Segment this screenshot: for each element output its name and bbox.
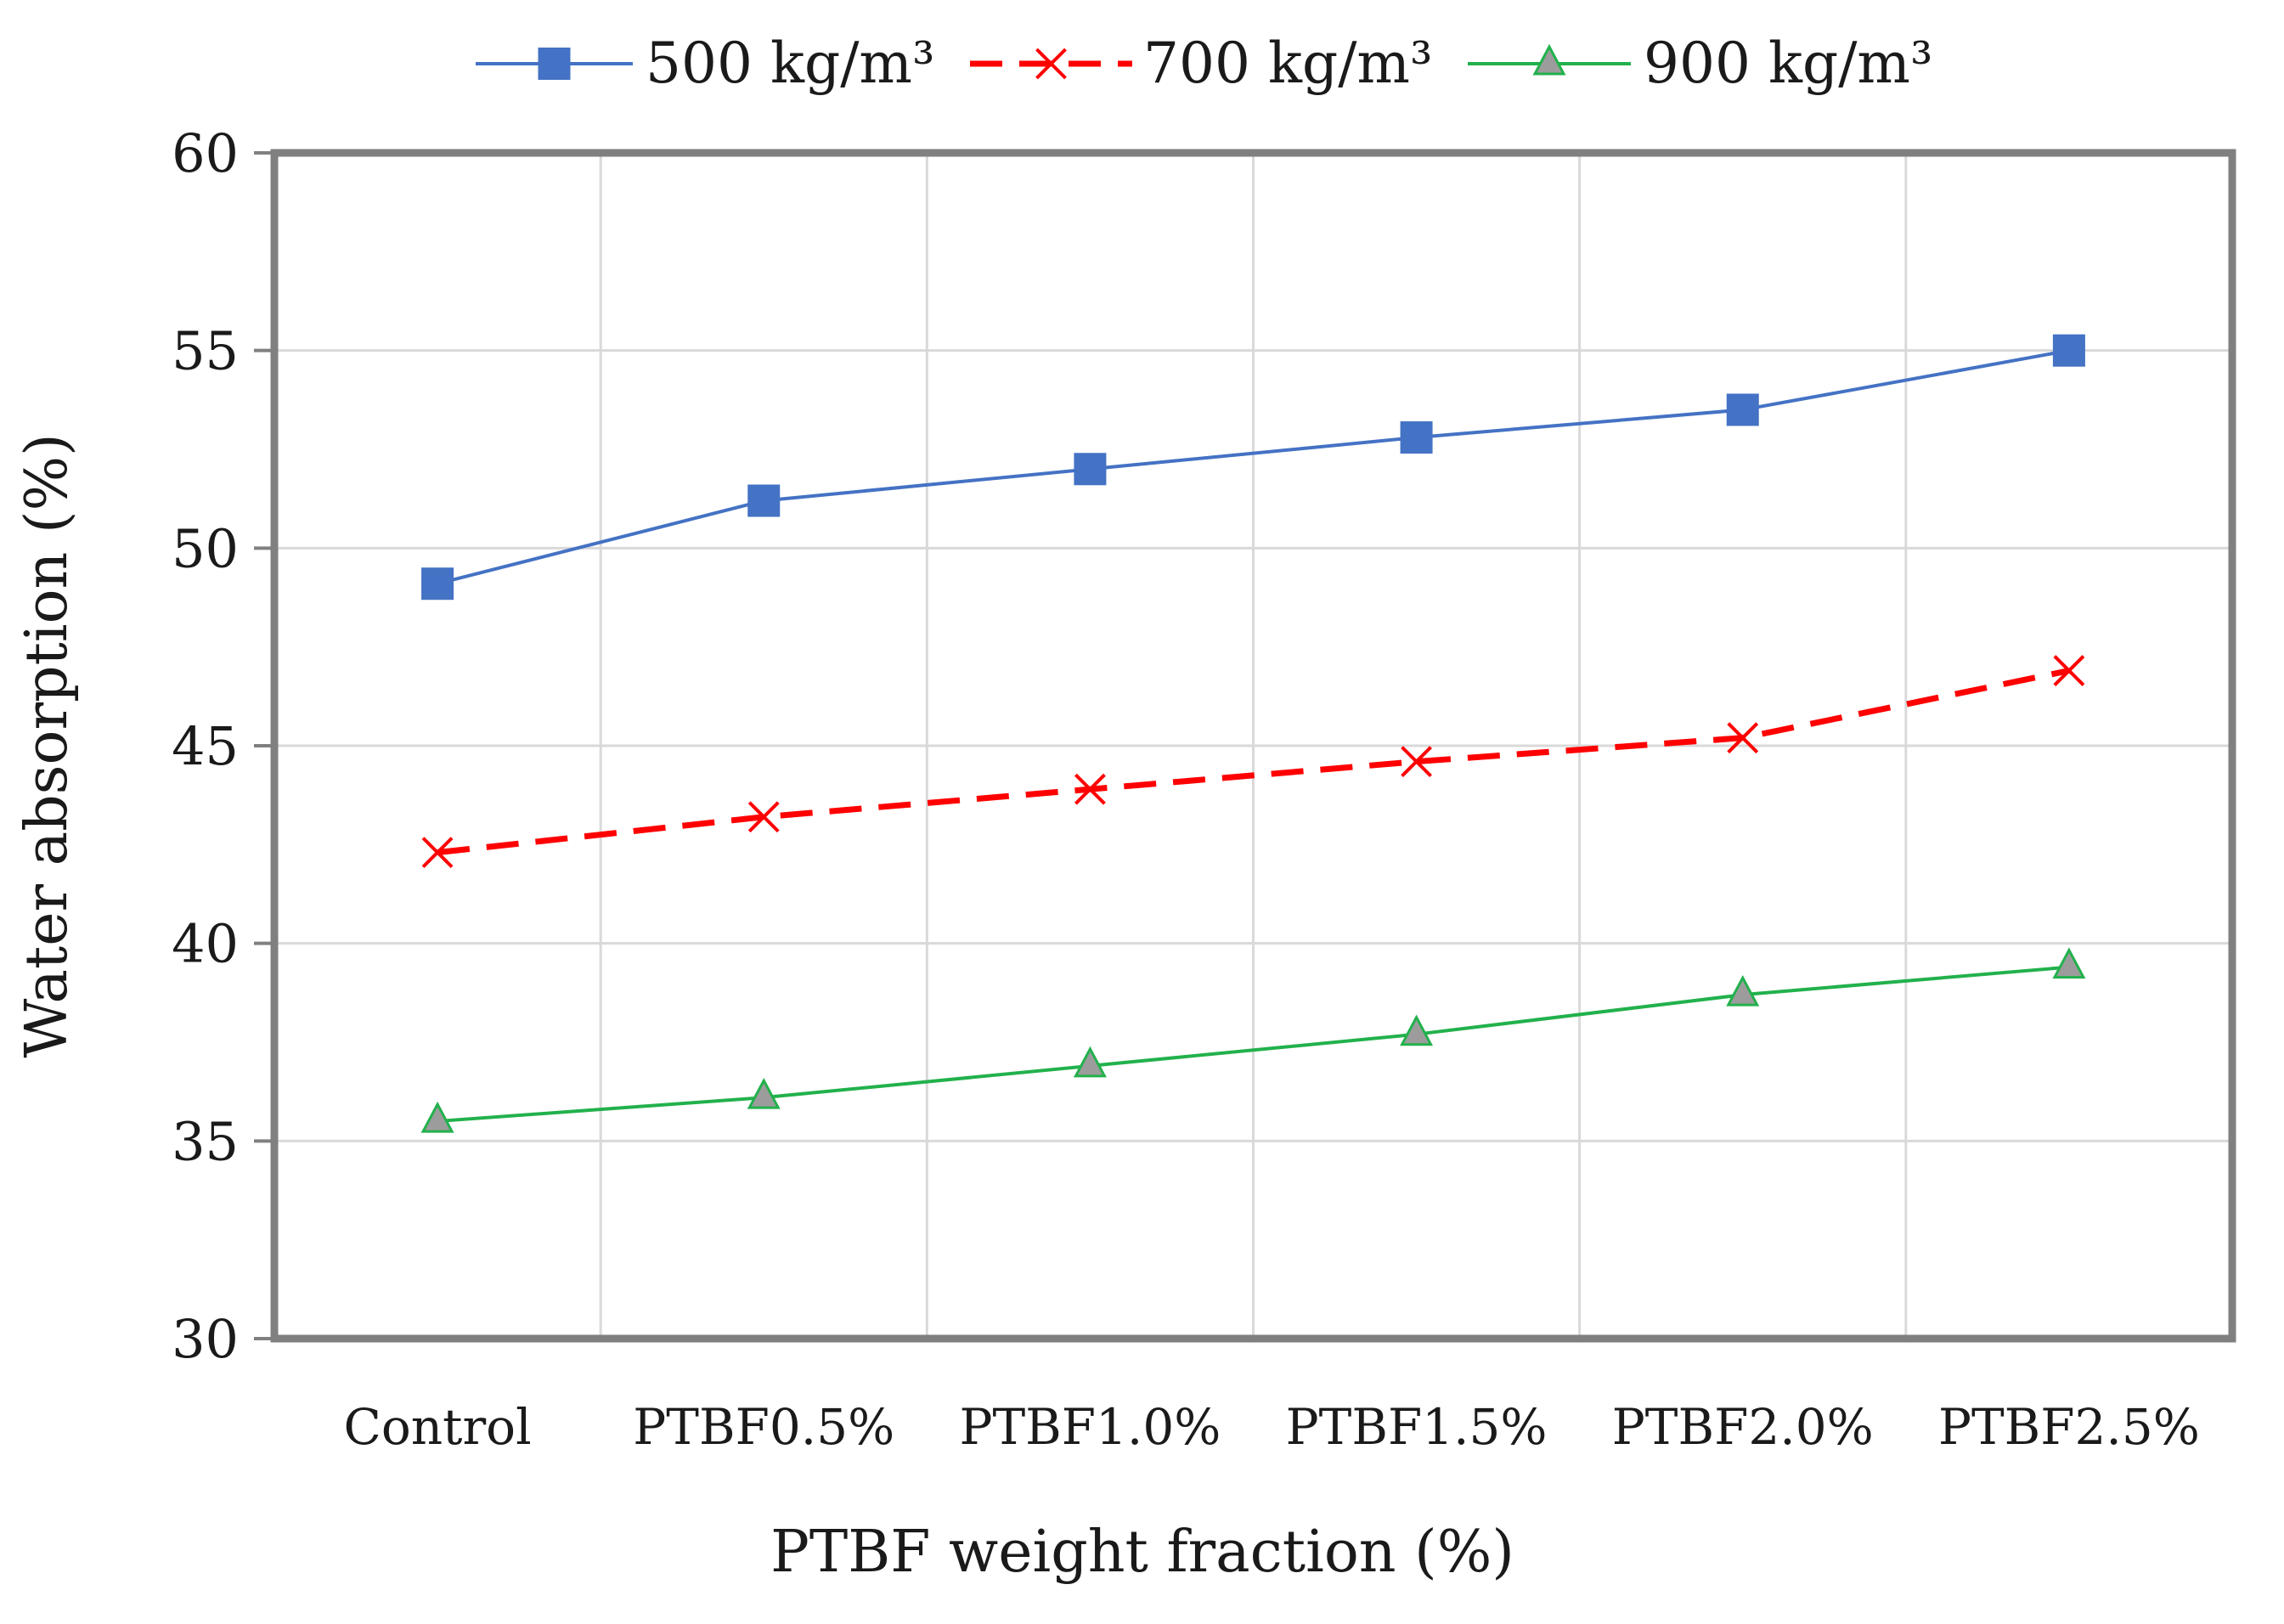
y-axis-title: Water absorption (%) [14, 433, 81, 1057]
x-tick-label-1: PTBF0.5% [633, 1398, 894, 1456]
x-axis-title: PTBF weight fraction (%) [770, 1519, 1514, 1586]
series-1-point-4 [1727, 722, 1759, 754]
x-tick-label-0: Control [344, 1398, 532, 1456]
series-1-point-5 [2053, 655, 2085, 687]
y-axis-ticks: 30 35 40 45 50 55 60 [172, 122, 274, 1370]
gridlines [274, 153, 2232, 1339]
y-tick-label-45: 45 [172, 715, 239, 777]
y-tick-label-60: 60 [172, 122, 239, 184]
x-tick-label-5: PTBF2.5% [1938, 1398, 2200, 1456]
series-1-point-2-stroke-b [1074, 773, 1106, 805]
legend-marker-2 [1532, 43, 1566, 76]
legend-item-1: 700 kg/m³ [970, 31, 1432, 96]
series-1-point-0 [421, 837, 454, 869]
series-2-point-1 [747, 1077, 781, 1109]
series-2 [420, 947, 2086, 1133]
legend-label-2: 900 kg/m³ [1644, 31, 1932, 96]
series-1-point-4-stroke-b [1727, 722, 1759, 754]
legend-label-1: 700 kg/m³ [1143, 31, 1432, 96]
series-1 [421, 655, 2085, 869]
x-tick-label-4: PTBF2.0% [1612, 1398, 1874, 1456]
y-tick-label-35: 35 [172, 1110, 239, 1172]
legend-item-0: 500 kg/m³ [476, 31, 934, 96]
legend-marker-1 [1035, 48, 1067, 80]
x-tick-label-3: PTBF1.5% [1286, 1398, 1548, 1456]
series-2-point-3 [1400, 1014, 1434, 1046]
series-1-point-3-stroke-b [1401, 746, 1432, 778]
series-1-point-2 [1074, 773, 1106, 805]
series-0-point-3 [1400, 421, 1433, 454]
series-0-point-5 [2052, 334, 2085, 367]
legend-label-0: 500 kg/m³ [646, 31, 934, 96]
legend-item-2: 900 kg/m³ [1468, 31, 1932, 96]
series-2-point-5 [2052, 947, 2086, 979]
series-2-point-0 [420, 1101, 454, 1133]
y-tick-label-55: 55 [172, 320, 239, 382]
series-0-point-2 [1074, 453, 1107, 486]
series-1-point-0-stroke-b [421, 837, 454, 869]
x-axis-ticks: Control PTBF0.5% PTBF1.0% PTBF1.5% PTBF2.0% P… [344, 1398, 2200, 1456]
series-0-point-4 [1726, 393, 1759, 426]
series-2-point-2 [1073, 1046, 1107, 1078]
series-2-point-4 [1726, 974, 1760, 1007]
y-tick-label-50: 50 [172, 517, 239, 579]
series-1-point-1-stroke-b [747, 801, 780, 833]
legend-marker-0 [538, 48, 571, 80]
series-0-point-0 [421, 567, 454, 601]
legend: 500 kg/m³ 700 kg/m³ 900 kg/m³ [476, 31, 1932, 96]
series-0-line [437, 348, 2070, 586]
x-tick-label-2: PTBF1.0% [959, 1398, 1221, 1456]
series-2-line [437, 965, 2070, 1124]
legend-marker-1-stroke-b [1035, 48, 1067, 80]
series-1-point-3 [1401, 746, 1432, 778]
series-1-point-1 [747, 801, 780, 833]
y-tick-label-40: 40 [172, 913, 239, 975]
series-1-line [437, 668, 2070, 856]
series-0-point-1 [747, 484, 781, 517]
series-0 [421, 334, 2085, 601]
series-1-point-5-stroke-b [2053, 655, 2085, 687]
data-series [420, 334, 2086, 1133]
y-tick-label-30: 30 [172, 1308, 239, 1370]
